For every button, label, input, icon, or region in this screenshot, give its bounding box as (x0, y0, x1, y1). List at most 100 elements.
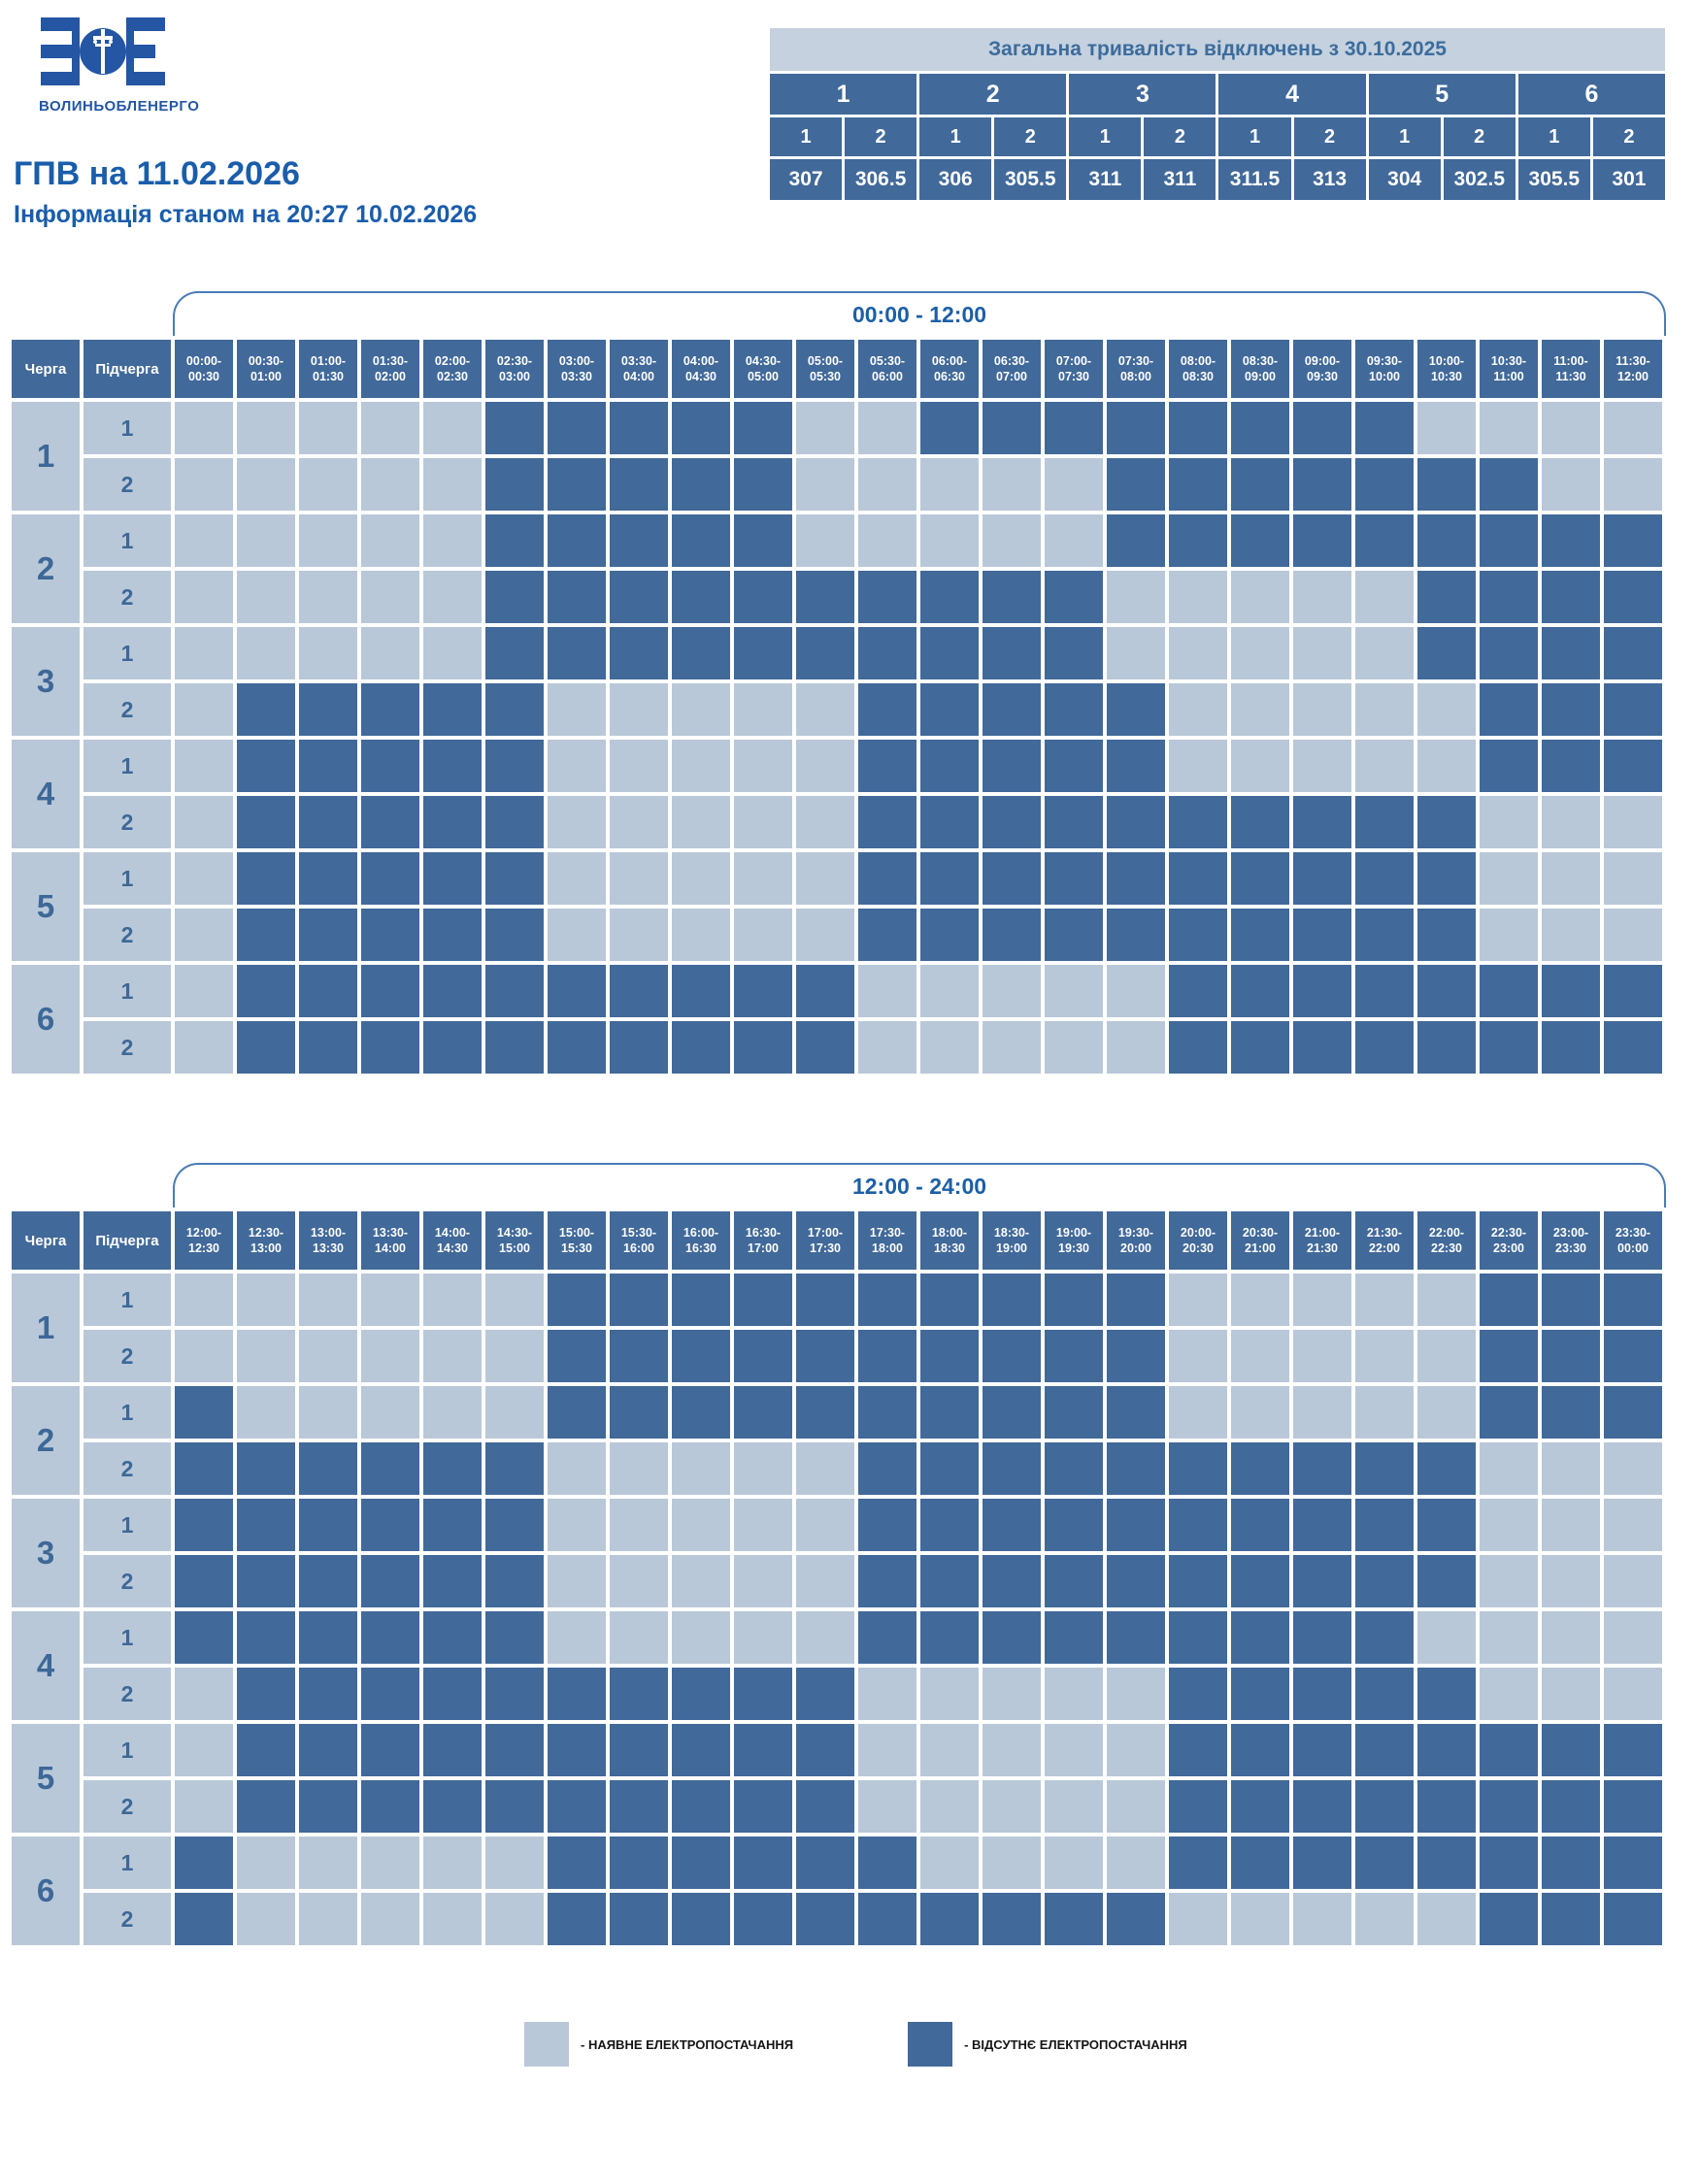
schedule-row: 2 (12, 909, 1662, 961)
summary-duration-value: 313 (1293, 159, 1366, 200)
schedule-cell (1355, 1499, 1414, 1551)
schedule-cell (858, 571, 916, 623)
legend-label: - НАЯВНЕ ЕЛЕКТРОПОСТАЧАННЯ (581, 2036, 794, 2052)
time-slot-to: 21:30 (1307, 1241, 1338, 1255)
schedule-cell (485, 1330, 544, 1382)
time-slot-header: 13:00- 13:30 (299, 1211, 357, 1270)
schedule-cell (1355, 458, 1414, 511)
schedule-cell (1604, 1555, 1662, 1607)
schedule-cell (672, 1893, 730, 1945)
schedule-cell (672, 1386, 730, 1439)
subqueue-label: 1 (83, 627, 171, 679)
schedule-cell (1045, 1724, 1103, 1776)
schedule-cell (858, 514, 916, 567)
schedule-cell (858, 1837, 916, 1889)
time-slot-header: 16:30- 17:00 (734, 1211, 792, 1270)
subqueue-label: 2 (83, 1668, 171, 1720)
schedule-cell (237, 458, 295, 511)
schedule-cell (1169, 1442, 1227, 1495)
schedule-cell (423, 1021, 482, 1074)
schedule-cell (237, 1611, 295, 1664)
time-slot-to: 14:30 (437, 1241, 468, 1255)
schedule-cell (423, 1386, 482, 1439)
schedule-cell (858, 627, 916, 679)
schedule-cell (237, 1499, 295, 1551)
schedule-cell (1480, 1499, 1538, 1551)
schedule-cell (423, 458, 482, 511)
queue-label: 4 (12, 1611, 80, 1720)
time-slot-header: 18:00- 18:30 (920, 1211, 979, 1270)
schedule-cell (485, 402, 544, 454)
schedule-cell (1169, 1021, 1227, 1074)
schedule-cell (1293, 514, 1351, 567)
schedule-cell (858, 1442, 916, 1495)
time-slot-header: 22:30- 23:00 (1480, 1211, 1538, 1270)
schedule-cell (423, 909, 482, 961)
schedule-cell (1107, 1274, 1165, 1326)
schedule-cell (1542, 1780, 1600, 1833)
schedule-cell (175, 571, 233, 623)
time-slot-from: 01:30- (372, 353, 409, 368)
schedule-cell (983, 1021, 1041, 1074)
schedule-cell (1045, 683, 1103, 736)
schedule-row: 2 (12, 1893, 1662, 1945)
schedule-cell (1169, 965, 1227, 1017)
summary-duration-value: 304 (1368, 159, 1441, 200)
schedule-cell (1045, 796, 1103, 848)
schedule-cell (1480, 683, 1538, 736)
page-title: ГПВ на 11.02.2026 (14, 155, 300, 192)
summary-duration-value: 311 (1069, 159, 1142, 200)
schedule-cell (1417, 627, 1476, 679)
schedule-cell (1542, 1021, 1600, 1074)
schedule-cell (1417, 1724, 1476, 1776)
time-slot-from: 16:30- (745, 1225, 782, 1240)
schedule-cell (485, 965, 544, 1017)
time-slot-header: 06:30- 07:00 (983, 340, 1041, 398)
schedule-cell (610, 1724, 668, 1776)
schedule-cell (1417, 1611, 1476, 1664)
time-slot-header: 22:00- 22:30 (1417, 1211, 1476, 1270)
schedule-cell (1355, 1724, 1414, 1776)
subqueue-label: 1 (83, 1611, 171, 1664)
schedule-cell (237, 909, 295, 961)
time-slot-header: 23:00- 23:30 (1542, 1211, 1600, 1270)
schedule-cell (548, 571, 606, 623)
time-slot-to: 05:30 (810, 370, 841, 383)
schedule-cell (1293, 571, 1351, 623)
schedule-cell (1604, 1893, 1662, 1945)
schedule-cell (858, 1724, 916, 1776)
schedule-cell (672, 1555, 730, 1607)
schedule-cell (1045, 1330, 1103, 1382)
schedule-cell (1542, 514, 1600, 567)
schedule-cell (361, 852, 419, 905)
schedule-cell (175, 1893, 233, 1945)
time-slot-from: 08:00- (1180, 353, 1216, 368)
schedule-cell (1231, 852, 1289, 905)
schedule-cell (548, 965, 606, 1017)
schedule-cell (734, 402, 792, 454)
schedule-cell (796, 683, 854, 736)
schedule-cell (175, 852, 233, 905)
schedule-cell (1604, 1021, 1662, 1074)
schedule-cell (1169, 796, 1227, 848)
schedule-cell (1355, 571, 1414, 623)
schedule-cell (1107, 1724, 1165, 1776)
schedule-cell (1107, 402, 1165, 454)
schedule-cell (237, 571, 295, 623)
schedule-cell (485, 740, 544, 792)
schedule-cell (299, 683, 357, 736)
schedule-cell (548, 402, 606, 454)
queue-label: 6 (12, 1837, 80, 1945)
summary-duration-value: 311.5 (1218, 159, 1291, 200)
schedule-cell (1169, 571, 1227, 623)
time-band-label: 00:00 - 12:00 (851, 301, 987, 327)
schedule-cell (1107, 1611, 1165, 1664)
schedule-cell (1417, 514, 1476, 567)
queue-column-header: Черга (12, 1211, 80, 1270)
schedule-cell (1293, 796, 1351, 848)
schedule-cell (1107, 1330, 1165, 1382)
